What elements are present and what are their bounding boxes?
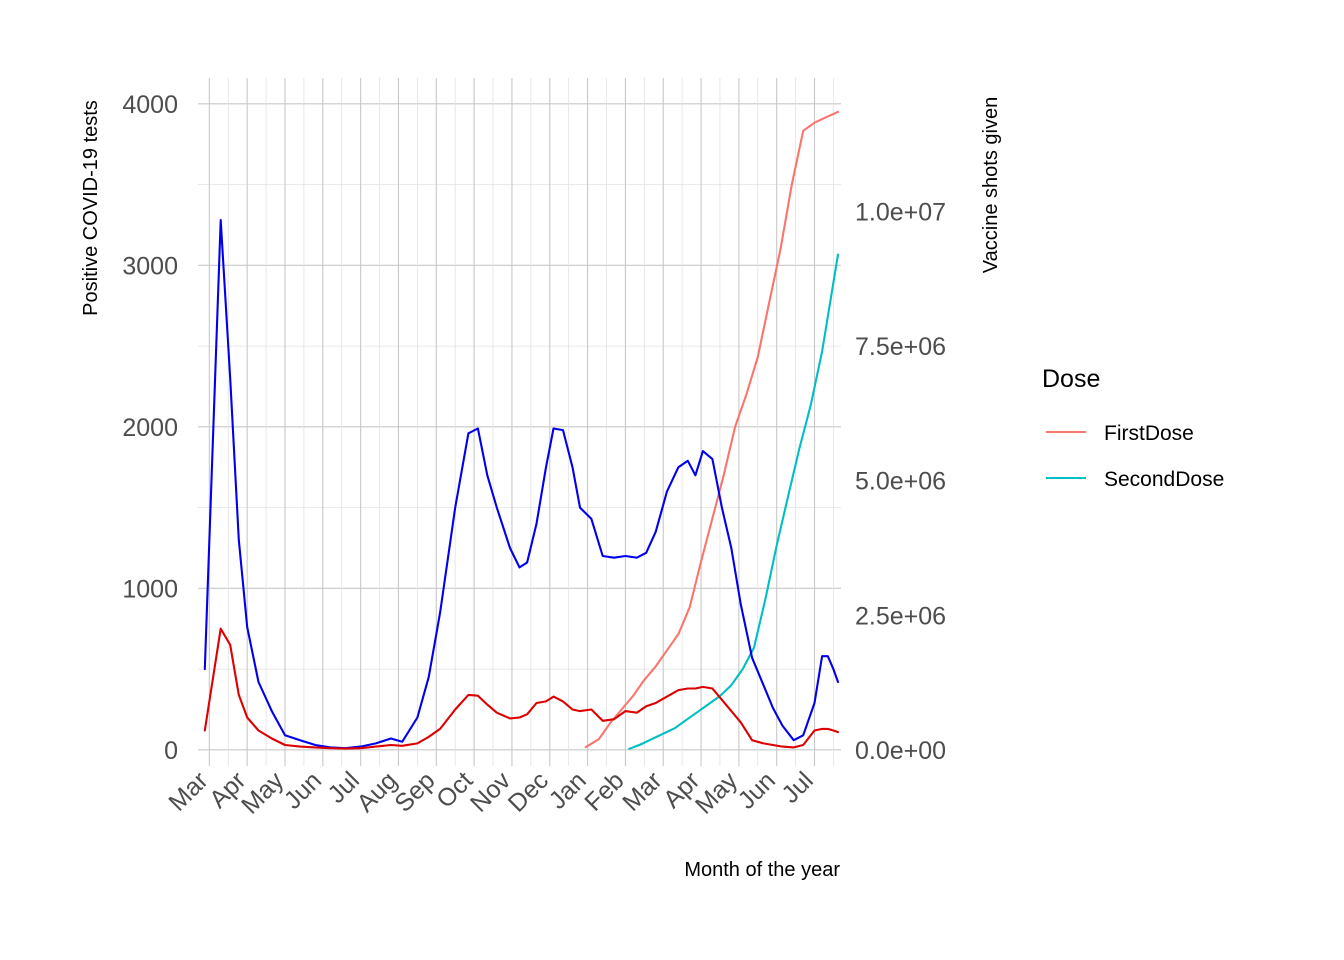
- legend: Dose FirstDose SecondDose: [1042, 365, 1224, 491]
- y-tick-label: 2000: [122, 414, 178, 442]
- x-tick-label: Jun: [733, 766, 781, 814]
- x-axis: MarAprMayJunJulAugSepOctNovDecJanFebMarA…: [163, 766, 818, 820]
- series-lines: [203, 110, 840, 750]
- y2-tick-label: 0.0e+00: [855, 737, 946, 765]
- legend-title: Dose: [1042, 365, 1100, 393]
- y-tick-label: 3000: [122, 252, 178, 280]
- y2-tick-label: 5.0e+06: [855, 468, 946, 496]
- grid: [198, 78, 841, 766]
- x-axis-title: Month of the year: [684, 859, 840, 881]
- y-axis-right: 0.0e+00 2.5e+06 5.0e+06 7.5e+06 1.0e+07: [855, 199, 946, 765]
- x-tick-label: Jul: [776, 766, 818, 808]
- line-seconddose: [628, 253, 840, 750]
- y2-tick-label: 2.5e+06: [855, 602, 946, 630]
- legend-label-firstdose: FirstDose: [1104, 422, 1194, 445]
- legend-label-seconddose: SecondDose: [1104, 468, 1224, 491]
- y2-tick-label: 7.5e+06: [855, 333, 946, 361]
- y2-tick-label: 1.0e+07: [855, 199, 946, 227]
- line-positive-tests-blue: [203, 219, 840, 750]
- y-tick-label: 0: [164, 737, 178, 765]
- y-tick-label: 4000: [122, 91, 178, 119]
- y-axis-title: Positive COVID-19 tests: [80, 100, 102, 316]
- x-tick-label: Oct: [431, 766, 478, 813]
- line-positive-tests-red: [203, 627, 840, 750]
- y-axis-left: 0 1000 2000 3000 4000: [122, 91, 178, 765]
- line-firstdose: [584, 110, 840, 749]
- x-tick-label: Jun: [279, 766, 327, 814]
- y2-axis-title: Vaccine shots given: [980, 97, 1002, 273]
- y-tick-label: 1000: [122, 575, 178, 603]
